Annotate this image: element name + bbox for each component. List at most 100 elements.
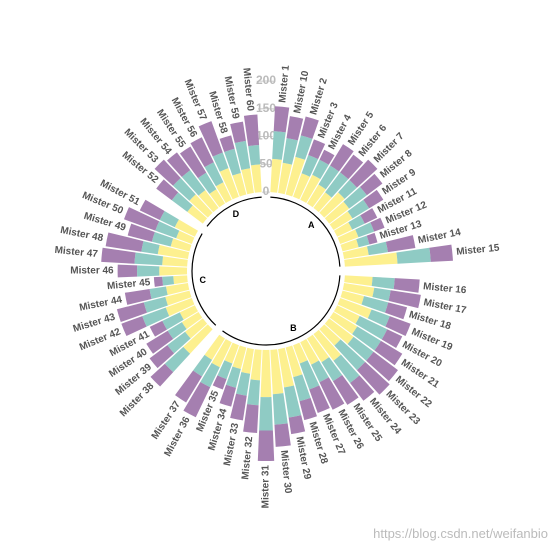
bar-label: Mister 32 [240, 435, 255, 480]
bar-segment [230, 121, 246, 144]
bar-segment [342, 246, 369, 259]
bar-segment [293, 342, 308, 364]
group-label: A [308, 220, 315, 230]
bar-label: Mister 60 [240, 67, 255, 112]
group-label: C [199, 275, 206, 285]
bar-segment [157, 245, 190, 259]
bar-segment [343, 186, 367, 209]
y-tick-label: 0 [263, 184, 270, 198]
bar-segment [367, 241, 388, 256]
bar-segment [350, 375, 375, 401]
y-tick-label: 150 [256, 101, 276, 115]
bar-segment [355, 316, 388, 340]
bar-segment [123, 207, 160, 231]
bar-segment [272, 393, 288, 425]
bar-segment [313, 192, 332, 213]
bar-segment [393, 278, 420, 293]
bar-segment [193, 354, 213, 377]
bar-segment [344, 275, 373, 287]
bar-segment [139, 199, 165, 220]
bar-segment [329, 211, 353, 230]
bar-segment [173, 275, 188, 285]
bar-segment [155, 221, 180, 239]
bar-segment [311, 360, 329, 383]
bar-segment [370, 217, 385, 232]
bar-segment [374, 340, 403, 366]
bar-segment [286, 116, 304, 141]
bar-segment [300, 338, 319, 365]
bar-segment [360, 208, 378, 224]
bar-segment [270, 158, 282, 193]
bar-segment [167, 152, 191, 178]
bar-segment [273, 106, 290, 133]
bar-segment [325, 172, 349, 198]
bar-segment [146, 330, 174, 354]
bar-segment [121, 316, 147, 336]
bar-segment [219, 135, 235, 152]
bar-segment [212, 375, 227, 390]
bar-segment [179, 146, 207, 179]
bar-segment [293, 173, 310, 200]
bar-segment [200, 362, 220, 388]
bar-segment [174, 219, 199, 237]
bar-label: Mister 16 [423, 281, 468, 296]
bar-label: Mister 10 [292, 69, 311, 114]
bar-segment [149, 286, 168, 299]
bar-segment [173, 178, 196, 201]
bar-label: Mister 30 [278, 450, 293, 495]
bar-segment [198, 190, 219, 213]
bar-segment [366, 351, 398, 382]
bar-segment [319, 192, 345, 218]
bar-segment [295, 135, 313, 160]
bar-segment [183, 381, 211, 418]
bar-segment [226, 366, 241, 388]
bar-segment [181, 170, 206, 196]
bar-segment [300, 116, 319, 139]
bar-segment [363, 189, 384, 209]
bar-segment [154, 159, 181, 186]
bar-segment [159, 211, 179, 228]
bar-label: Mister 46 [70, 266, 114, 277]
bar-segment [230, 393, 247, 421]
bar-segment [149, 345, 175, 369]
bar-segment [232, 345, 247, 370]
bar-segment [243, 404, 259, 434]
bar-segment [274, 423, 291, 447]
bar-segment [319, 324, 341, 346]
bar-segment [333, 305, 360, 324]
bar-segment [179, 305, 199, 320]
bar-segment [333, 222, 353, 237]
bar-segment [429, 244, 453, 262]
bar-segment [141, 241, 160, 255]
bar-label: Mister 33 [222, 422, 241, 467]
bar-segment [285, 345, 303, 378]
bar-segment [385, 302, 408, 320]
bar-segment [101, 247, 136, 264]
bar-segment [372, 287, 391, 301]
bar-segment [359, 173, 383, 196]
bar-segment [162, 256, 188, 267]
bar-segment [153, 276, 164, 287]
bar-segment [319, 149, 335, 165]
bar-segment [385, 316, 411, 336]
bar-segment [167, 331, 191, 354]
bar-segment [307, 334, 330, 363]
bar-segment [241, 347, 254, 374]
bar-segment [330, 144, 354, 172]
bar-segment [162, 276, 175, 286]
bar-segment [189, 194, 213, 218]
bar-segment [283, 385, 302, 418]
bar-segment [356, 235, 370, 248]
bar-segment [388, 290, 421, 309]
bar-segment [198, 121, 223, 157]
bar-segment [367, 309, 390, 327]
bar-segment [143, 296, 168, 313]
bar-segment [250, 349, 262, 381]
bar-segment [347, 199, 370, 219]
bar-segment [308, 139, 326, 160]
bar-segment [347, 336, 374, 361]
bar-segment [348, 215, 365, 230]
bar-segment [337, 298, 372, 319]
bar-segment [167, 322, 187, 340]
bar-segment [282, 138, 298, 165]
